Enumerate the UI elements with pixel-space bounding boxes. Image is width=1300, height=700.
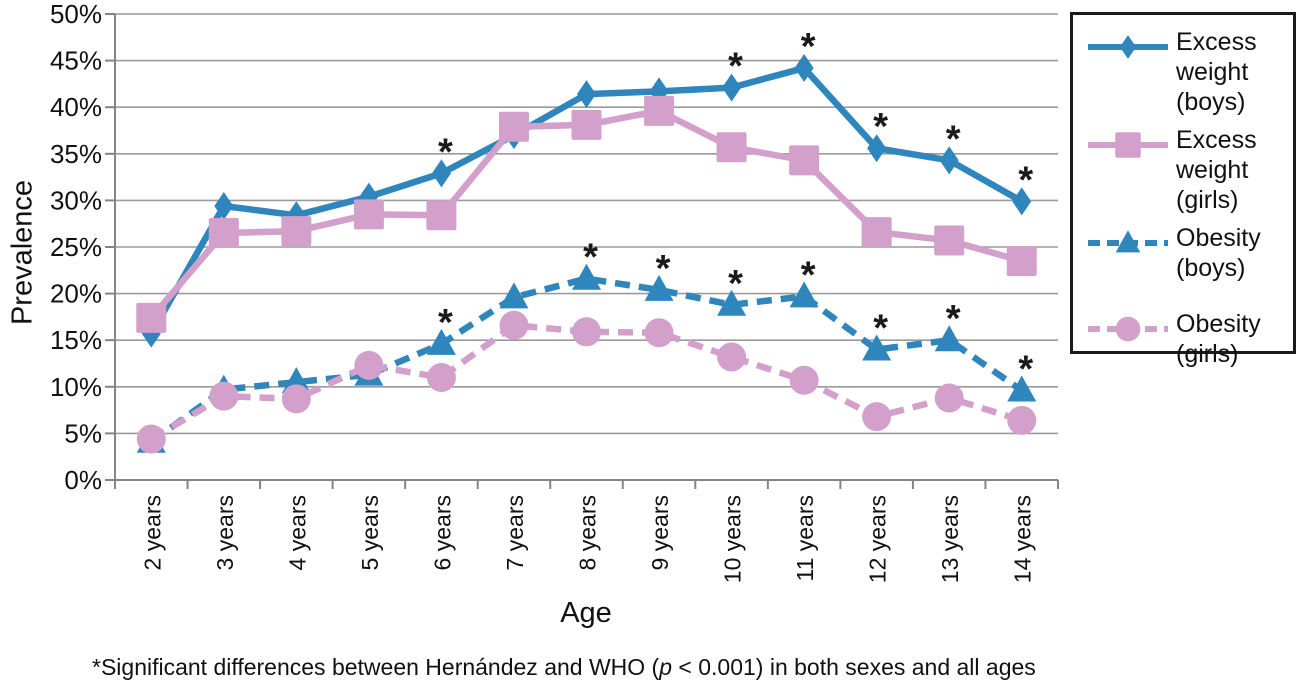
significance-asterisk: *: [801, 254, 816, 296]
footnote-text-after: < 0.001) in both sexes and all ages: [672, 654, 1036, 680]
footnote-text-before: *Significant differences between Hernánd…: [92, 654, 660, 680]
y-tick-label: 25%: [50, 232, 102, 262]
y-tick-label: 40%: [50, 92, 102, 122]
x-tick-label: 6 years: [429, 495, 455, 570]
legend-item-excess-weight-girls: Excess weight (girls): [1085, 125, 1285, 215]
significance-asterisk: *: [583, 237, 598, 279]
footnote: *Significant differences between Hernánd…: [92, 654, 1036, 681]
significance-asterisk: *: [656, 248, 671, 290]
legend: Excess weight (boys) Excess weight (girls…: [1070, 12, 1296, 368]
x-tick-label: 3 years: [212, 495, 238, 570]
axes: [105, 13, 1059, 489]
y-tick-label: 50%: [50, 0, 102, 29]
x-tick-label: 14 years: [1010, 495, 1036, 583]
x-tick-label: 12 years: [865, 495, 891, 583]
legend-item-obesity-girls: Obesity (girls): [1085, 309, 1285, 369]
obesity-girls-legend-marker-icon: [1088, 316, 1168, 342]
obesity-boys-legend-marker-icon: [1088, 230, 1168, 253]
excess-weight-boys-legend-marker-icon: [1088, 35, 1168, 59]
series-excess-weight-girls: [136, 95, 1037, 333]
y-tick-label: 5%: [64, 418, 102, 448]
significance-asterisk: *: [873, 308, 888, 350]
significance-asterisk: *: [728, 46, 743, 88]
legend-label-obesity-boys: Obesity (boys): [1176, 224, 1261, 282]
x-tick-label: 13 years: [937, 495, 963, 583]
significance-asterisk: *: [946, 118, 961, 160]
y-tick-label: 45%: [50, 46, 102, 76]
legend-item-obesity-boys: Obesity (boys): [1085, 223, 1285, 283]
x-tick-label: 2 years: [139, 495, 165, 570]
x-tick-label: 5 years: [357, 495, 383, 570]
significance-asterisk: *: [1018, 159, 1033, 201]
series-excess-weight-boys: * * * * * *: [141, 26, 1033, 348]
significance-asterisk: *: [946, 298, 961, 340]
y-tick-label: 15%: [50, 325, 102, 355]
significance-asterisk: *: [728, 263, 743, 305]
y-tick-label: 30%: [50, 185, 102, 215]
excess-weight-girls-legend-marker-icon: [1088, 132, 1168, 158]
legend-label-obesity-girls: Obesity (girls): [1176, 310, 1261, 368]
legend-label-excess-weight-girls: Excess weight (girls): [1176, 126, 1257, 214]
y-tick-label: 20%: [50, 279, 102, 309]
x-tick-label: 8 years: [575, 495, 601, 570]
x-tick-label: 7 years: [502, 495, 528, 570]
legend-label-excess-weight-boys: Excess weight (boys): [1176, 28, 1257, 116]
x-tick-label: 9 years: [647, 495, 673, 570]
significance-asterisk: *: [438, 131, 453, 173]
legend-item-excess-weight-boys: Excess weight (boys): [1085, 27, 1285, 117]
x-axis-title: Age: [560, 597, 612, 629]
x-axis-tick-labels: 2 years 3 years 4 years 5 years 6 years 7 yea…: [139, 495, 1035, 583]
significance-asterisk: *: [873, 106, 888, 148]
series-obesity-girls: [136, 310, 1037, 454]
x-tick-label: 4 years: [284, 495, 310, 570]
y-axis-tick-labels: 0% 5% 10% 15% 20% 25% 30% 35% 40% 45% 50%: [50, 0, 102, 495]
x-tick-label: 11 years: [792, 495, 818, 582]
footnote-p-symbol: p: [659, 654, 673, 680]
y-tick-label: 0%: [64, 465, 102, 495]
y-tick-label: 10%: [50, 372, 102, 402]
x-tick-label: 10 years: [720, 495, 746, 583]
y-tick-label: 35%: [50, 139, 102, 169]
significance-asterisk: *: [801, 26, 816, 68]
chart-plot: 0% 5% 10% 15% 20% 25% 30% 35% 40% 45% 50% 2 years 3 …: [50, 0, 1059, 583]
significance-asterisk: *: [438, 302, 453, 344]
significance-asterisk: *: [1018, 349, 1033, 391]
